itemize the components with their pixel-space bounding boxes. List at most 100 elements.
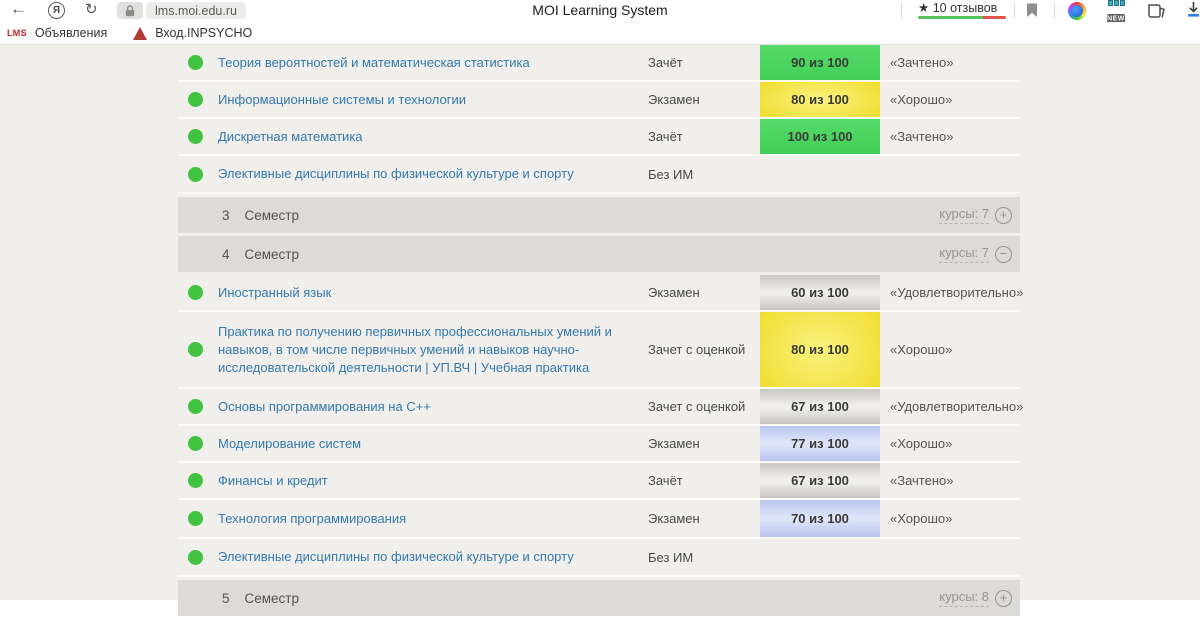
course-score-badge: 80 из 100 [760, 82, 880, 117]
status-dot [188, 55, 203, 70]
course-score-badge: 60 из 100 [760, 275, 880, 310]
course-grade: «Удовлетворительно» [890, 399, 1024, 414]
course-score-badge: 70 из 100 [760, 500, 880, 537]
bookmark-flag-icon[interactable] [1026, 3, 1038, 23]
toolbar-divider [1014, 3, 1015, 19]
status-dot [188, 92, 203, 107]
course-name-link[interactable]: Практика по получению первичных професси… [218, 323, 612, 375]
status-cell [178, 389, 218, 424]
course-row: Технология программирования Экзамен 70 и… [178, 500, 1020, 539]
course-score-badge [760, 156, 880, 192]
course-grade: «Зачтено» [890, 473, 954, 488]
yandex-browser-icon[interactable]: Я [48, 2, 65, 19]
rating-bar [918, 16, 1006, 19]
course-score-badge [760, 539, 880, 575]
course-score-badge: 67 из 100 [760, 463, 880, 498]
pixel-art-icon [1104, 0, 1128, 7]
courses-count-link[interactable]: курсы: 7 [939, 245, 989, 263]
bookmark-item-announcements[interactable]: LMS Объявления [7, 26, 107, 40]
bookmarks-bar: LMS Объявления Вход.INPSYCHO [0, 22, 1200, 45]
courses-count-link[interactable]: курсы: 7 [939, 206, 989, 224]
semester-row: 4 Семестр курсы: 7 − [178, 236, 1020, 272]
page-content: Теория вероятностей и математическая ста… [0, 45, 1200, 616]
grades-table: Теория вероятностей и математическая ста… [178, 45, 1024, 619]
status-dot [188, 436, 203, 451]
semester-number: 4 [222, 246, 230, 262]
download-icon[interactable] [1186, 1, 1200, 23]
course-row: Основы программирования на C++ Зачет с о… [178, 389, 1024, 426]
course-score-badge: 77 из 100 [760, 426, 880, 461]
course-grade: «Зачтено» [890, 129, 954, 144]
plus-icon[interactable]: + [995, 206, 1012, 224]
course-name-link[interactable]: Дискретная математика [218, 128, 363, 144]
course-control-type: Экзамен [648, 285, 700, 300]
status-dot [188, 285, 203, 300]
course-grade: «Удовлетворительно» [890, 285, 1024, 300]
address-bar[interactable]: lms.moi.edu.ru [146, 2, 246, 19]
refresh-icon[interactable]: ↻ [85, 1, 98, 18]
status-dot [188, 166, 203, 182]
course-row: Финансы и кредит Зачёт 67 из 100 «Зачтен… [178, 463, 1020, 500]
course-row: Практика по получению первичных професси… [178, 312, 1020, 389]
status-cell [178, 312, 218, 387]
semester-row: 3 Семестр курсы: 7 + [178, 197, 1020, 233]
semester-courses-link[interactable]: курсы: 8 + [939, 589, 1012, 607]
plus-icon[interactable]: + [995, 589, 1012, 607]
semester-courses-link[interactable]: курсы: 7 − [939, 245, 1012, 263]
course-score-badge: 90 из 100 [760, 45, 880, 80]
rating-label: 10 отзывов [932, 1, 998, 15]
course-grade: «Зачтено» [890, 55, 954, 70]
course-name-link[interactable]: Иностранный язык [218, 284, 332, 300]
course-name-link[interactable]: Теория вероятностей и математическая ста… [218, 54, 530, 70]
star-icon: ★ [918, 1, 930, 15]
course-score-badge: 80 из 100 [760, 312, 880, 387]
browser-toolbar: ← Я ↻ lms.moi.edu.ru MOI Learning System… [0, 0, 1200, 25]
new-extension-icon[interactable]: NEW [1104, 0, 1128, 25]
course-row: Теория вероятностей и математическая ста… [178, 45, 1020, 82]
status-dot [188, 549, 203, 565]
triangle-logo-icon [133, 26, 148, 40]
status-cell [178, 82, 218, 117]
course-control-type: Зачет с оценкой [648, 342, 746, 357]
extension-circle-icon[interactable] [1068, 2, 1086, 20]
status-dot [188, 511, 203, 526]
back-icon[interactable]: ← [10, 0, 27, 18]
page-title: MOI Learning System [532, 2, 668, 18]
course-control-type: Без ИМ [648, 549, 694, 565]
status-dot [188, 129, 203, 144]
course-row: Моделирование систем Экзамен 77 из 100 «… [178, 426, 1020, 463]
course-name-link[interactable]: Финансы и кредит [218, 472, 328, 488]
collections-icon[interactable] [1146, 2, 1166, 25]
courses-count-link[interactable]: курсы: 8 [939, 589, 989, 607]
toolbar-divider [1054, 3, 1055, 19]
course-control-type: Экзамен [648, 92, 700, 107]
course-control-type: Зачет с оценкой [648, 399, 746, 414]
bookmark-item-inpsycho[interactable]: Вход.INPSYCHO [133, 26, 252, 40]
course-row: Элективные дисциплины по физической куль… [178, 156, 1020, 194]
course-control-type: Экзамен [648, 511, 700, 526]
course-name-link[interactable]: Элективные дисциплины по физической куль… [218, 549, 574, 564]
semester-number: 5 [222, 590, 230, 606]
course-control-type: Зачёт [648, 55, 683, 70]
status-cell [178, 119, 218, 154]
course-name-link[interactable]: Элективные дисциплины по физической куль… [218, 166, 574, 181]
semester-number: 3 [222, 207, 230, 223]
course-grade: «Хорошо» [890, 92, 953, 107]
course-name-link[interactable]: Информационные системы и технологии [218, 91, 466, 107]
site-rating-button[interactable]: ★ 10 отзывов [918, 0, 1006, 19]
status-cell [178, 275, 218, 310]
status-cell [178, 463, 218, 498]
course-name-link[interactable]: Технология программирования [218, 510, 407, 526]
course-control-type: Зачёт [648, 473, 683, 488]
course-score-badge: 67 из 100 [760, 389, 880, 424]
course-row: Дискретная математика Зачёт 100 из 100 «… [178, 119, 1020, 156]
course-grade: «Хорошо» [890, 511, 953, 526]
status-dot [188, 342, 203, 357]
course-name-link[interactable]: Моделирование систем [218, 435, 362, 451]
status-cell [178, 426, 218, 461]
site-security-chip[interactable] [117, 2, 143, 19]
semester-courses-link[interactable]: курсы: 7 + [939, 206, 1012, 224]
minus-icon[interactable]: − [995, 245, 1012, 263]
course-name-link[interactable]: Основы программирования на C++ [218, 398, 431, 414]
semester-label: Семестр [244, 590, 300, 606]
